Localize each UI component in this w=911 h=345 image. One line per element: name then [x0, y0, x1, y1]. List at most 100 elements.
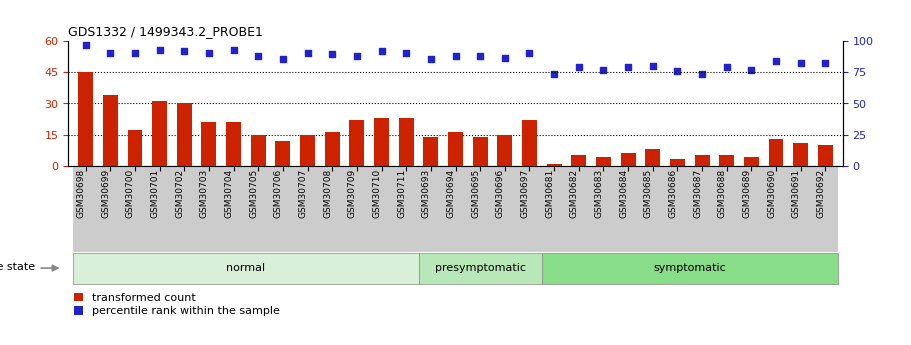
Bar — [640, 167, 665, 252]
Bar — [493, 167, 517, 252]
Bar — [788, 167, 814, 252]
Text: GSM30694: GSM30694 — [446, 169, 456, 218]
Bar — [271, 167, 295, 252]
Bar — [399, 118, 414, 166]
Bar — [468, 167, 493, 252]
Text: symptomatic: symptomatic — [653, 263, 726, 273]
Text: GSM30704: GSM30704 — [224, 169, 233, 218]
Bar — [128, 130, 142, 166]
Text: GSM30681: GSM30681 — [545, 169, 554, 218]
Bar — [325, 132, 340, 166]
Bar — [221, 167, 246, 252]
Bar — [369, 167, 394, 252]
Bar — [78, 72, 93, 166]
Text: GSM30705: GSM30705 — [250, 169, 258, 218]
Bar — [542, 253, 838, 284]
Bar — [103, 95, 118, 166]
Bar — [73, 167, 97, 252]
Text: GSM30711: GSM30711 — [397, 169, 406, 218]
Bar — [690, 167, 714, 252]
Point — [424, 56, 438, 61]
Text: GSM30695: GSM30695 — [471, 169, 480, 218]
Text: GSM30692: GSM30692 — [816, 169, 825, 218]
Bar — [123, 167, 148, 252]
Text: GSM30709: GSM30709 — [348, 169, 357, 218]
Text: GSM30689: GSM30689 — [742, 169, 752, 218]
Point — [78, 42, 93, 48]
Point — [350, 53, 364, 59]
Text: GDS1332 / 1499343.2_PROBE1: GDS1332 / 1499343.2_PROBE1 — [68, 25, 263, 38]
Bar — [571, 155, 586, 166]
Text: GSM30684: GSM30684 — [619, 169, 628, 218]
Bar — [720, 155, 734, 166]
Bar — [522, 120, 537, 166]
Bar — [201, 122, 216, 166]
Text: GSM30688: GSM30688 — [718, 169, 727, 218]
Text: GSM30706: GSM30706 — [274, 169, 283, 218]
Bar — [197, 167, 221, 252]
Bar — [251, 135, 266, 166]
Text: GSM30686: GSM30686 — [669, 169, 678, 218]
Bar — [616, 167, 640, 252]
Text: GSM30710: GSM30710 — [373, 169, 382, 218]
Bar — [350, 120, 364, 166]
Bar — [744, 157, 759, 166]
Bar — [443, 167, 468, 252]
Bar — [769, 139, 783, 166]
Point — [793, 60, 808, 65]
Point — [646, 63, 660, 69]
Bar — [497, 135, 512, 166]
Text: GSM30703: GSM30703 — [200, 169, 209, 218]
Point — [301, 50, 315, 55]
Point — [276, 56, 291, 61]
Bar — [714, 167, 739, 252]
Bar — [152, 101, 167, 166]
Text: GSM30696: GSM30696 — [496, 169, 505, 218]
Bar — [418, 253, 542, 284]
Point — [670, 68, 685, 74]
Bar — [226, 122, 241, 166]
Bar — [394, 167, 418, 252]
Text: GSM30702: GSM30702 — [175, 169, 184, 218]
Bar — [763, 167, 788, 252]
Bar — [517, 167, 542, 252]
Point — [177, 49, 191, 54]
Text: normal: normal — [226, 263, 265, 273]
Bar — [374, 118, 389, 166]
Bar — [424, 137, 438, 166]
Bar — [739, 167, 763, 252]
Text: GSM30691: GSM30691 — [792, 169, 801, 218]
Bar — [818, 145, 833, 166]
Bar — [246, 167, 271, 252]
Bar — [300, 135, 315, 166]
Bar — [596, 157, 611, 166]
Text: GSM30693: GSM30693 — [422, 169, 431, 218]
Bar — [418, 167, 443, 252]
Point — [152, 47, 167, 53]
Point — [201, 50, 216, 55]
Point — [226, 47, 241, 53]
Point — [522, 50, 537, 55]
Point — [374, 49, 389, 54]
Point — [620, 65, 635, 70]
Text: GSM30698: GSM30698 — [77, 169, 86, 218]
Text: GSM30683: GSM30683 — [595, 169, 603, 218]
Bar — [344, 167, 369, 252]
Bar — [591, 167, 616, 252]
Point — [251, 53, 265, 59]
Bar — [670, 159, 685, 166]
Text: disease state: disease state — [0, 262, 36, 272]
Text: GSM30687: GSM30687 — [693, 169, 702, 218]
Bar — [473, 137, 487, 166]
Legend: transformed count, percentile rank within the sample: transformed count, percentile rank withi… — [74, 293, 280, 316]
Bar — [97, 167, 123, 252]
Text: GSM30708: GSM30708 — [323, 169, 333, 218]
Point — [720, 65, 734, 70]
Point — [497, 55, 512, 60]
Bar — [695, 155, 710, 166]
Bar — [665, 167, 690, 252]
Point — [399, 50, 414, 55]
Point — [571, 65, 586, 70]
Point — [596, 67, 610, 73]
Text: GSM30697: GSM30697 — [520, 169, 529, 218]
